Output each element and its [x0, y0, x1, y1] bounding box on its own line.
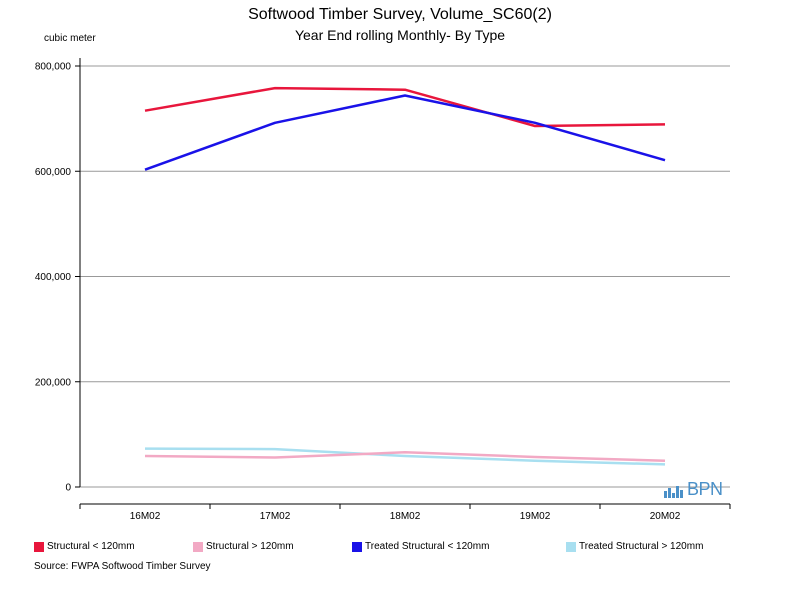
y-tick-label: 400,000	[35, 272, 72, 283]
series-line-structural-120mm	[144, 86, 666, 128]
legend-item-treated-structural-lt-120: Treated Structural < 120mm	[352, 541, 489, 552]
logo-text: BPN	[687, 479, 723, 499]
source-note: Source: FWPA Softwood Timber Survey	[34, 561, 211, 572]
legend-swatch	[193, 541, 203, 552]
y-tick-label: 800,000	[35, 62, 72, 73]
y-tick-label: 0	[65, 483, 71, 494]
y-tick-label: 200,000	[35, 377, 72, 388]
series-line-treated-structural-120mm	[144, 94, 666, 171]
x-tick-label: 18M02	[390, 511, 421, 522]
legend-label: Treated Structural > 120mm	[579, 541, 704, 552]
x-tick-label: 19M02	[520, 511, 551, 522]
legend-label: Structural > 120mm	[206, 541, 294, 552]
x-tick-label: 16M02	[130, 511, 161, 522]
x-tick-label: 17M02	[260, 511, 291, 522]
chart-title: Softwood Timber Survey, Volume_SC60(2)	[248, 6, 552, 23]
chart-subtitle: Year End rolling Monthly- By Type	[294, 27, 506, 43]
x-tick-label: 20M02	[650, 511, 681, 522]
bar-chart-icon	[664, 486, 683, 498]
legend-swatch	[352, 541, 362, 552]
legend-item-structural-lt-120: Structural < 120mm	[34, 541, 135, 552]
legend-label: Treated Structural < 120mm	[365, 541, 490, 552]
legend-item-structural-gt-120: Structural > 120mm	[193, 541, 294, 552]
y-tick-label: 600,000	[35, 167, 72, 178]
legend-item-treated-structural-gt-120: Treated Structural > 120mm	[566, 541, 703, 552]
legend-label: Structural < 120mm	[47, 541, 135, 552]
legend-swatch	[566, 541, 576, 552]
legend: Structural < 120mm Structural > 120mm Tr…	[0, 541, 800, 557]
series-line-treated-structural-120mm	[144, 447, 666, 466]
y-axis-label: cubic meter	[44, 33, 96, 44]
series-line-structural-120mm	[144, 451, 666, 462]
bpn-logo: BPN	[664, 480, 723, 498]
legend-swatch	[34, 541, 44, 552]
